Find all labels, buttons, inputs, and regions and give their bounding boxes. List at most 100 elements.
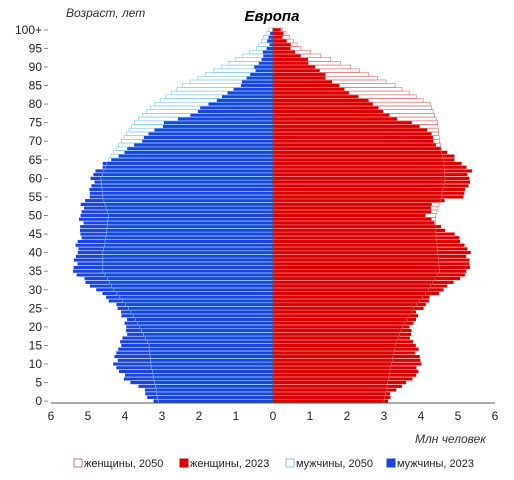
bar-male-2023-age-82 bbox=[221, 94, 274, 99]
bar-female-2023-age-28 bbox=[272, 295, 431, 300]
bar-female-2023-age-63 bbox=[272, 165, 468, 170]
bar-female-2023-age-75 bbox=[272, 120, 413, 125]
bar-female-2023-age-85 bbox=[272, 83, 340, 88]
bar-male-2023-age-19 bbox=[125, 328, 274, 333]
bar-female-2023-age-17 bbox=[272, 335, 411, 341]
bar-male-2023-age-28 bbox=[105, 295, 274, 300]
bar-male-2023-age-3 bbox=[144, 387, 274, 393]
bar-female-2023-age-54 bbox=[272, 198, 446, 203]
bar-female-2023-age-69 bbox=[272, 142, 437, 148]
bar-female-2023-age-78 bbox=[272, 109, 384, 114]
bar-male-2023-age-17 bbox=[121, 335, 274, 341]
age-tick-label-35: 35 bbox=[29, 264, 43, 278]
bar-male-2023-age-95 bbox=[266, 46, 274, 51]
bar-male-2023-age-25 bbox=[117, 306, 274, 311]
x-tick-labels: 6 5 4 3 2 1 0 1 2 3 4 5 6 bbox=[48, 409, 499, 423]
age-tick-label-30: 30 bbox=[29, 283, 43, 297]
legend-label-3: мужчины, 2023 bbox=[397, 458, 474, 470]
bar-male-2023-age-26 bbox=[115, 302, 274, 307]
bar-female-2023-age-50 bbox=[272, 213, 426, 218]
bar-male-2023-age-34 bbox=[76, 272, 274, 278]
bar-female-2023-age-79 bbox=[272, 105, 379, 110]
bar-female-2023-age-11 bbox=[272, 358, 421, 363]
bar-female-2023-age-0 bbox=[272, 399, 389, 404]
bar-male-2023-age-76 bbox=[177, 116, 274, 122]
bar-male-2023-age-5 bbox=[129, 380, 274, 385]
bar-female-2023-age-44 bbox=[272, 235, 460, 240]
age-tick-label-60: 60 bbox=[29, 171, 43, 185]
bar-female-2023-age-18 bbox=[272, 332, 412, 337]
bar-female-2023-age-76 bbox=[272, 116, 398, 122]
bar-female-2023-age-55 bbox=[272, 194, 464, 200]
bar-male-2023-age-56 bbox=[89, 191, 274, 196]
bar-female-2023-age-65 bbox=[272, 157, 455, 162]
age-tick-label-70: 70 bbox=[29, 134, 43, 148]
bar-male-2023-age-20 bbox=[125, 324, 274, 329]
bar-female-2023-age-29 bbox=[272, 291, 440, 296]
bar-female-2023-age-67 bbox=[272, 150, 448, 155]
bar-female-2023-age-3 bbox=[272, 387, 397, 393]
bar-male-2023-age-46 bbox=[79, 228, 274, 233]
bar-male-2023-age-58 bbox=[90, 183, 274, 188]
bar-female-2023-age-4 bbox=[272, 384, 403, 389]
bar-male-2023-age-45 bbox=[79, 231, 274, 237]
x-tick-label-0: 6 bbox=[48, 409, 55, 423]
age-tick-label-85: 85 bbox=[29, 79, 43, 93]
bar-male-2050-age-100 bbox=[268, 27, 274, 33]
legend-label-1: женщины, 2023 bbox=[190, 458, 269, 470]
chart-title: Европа bbox=[245, 8, 300, 25]
bar-female-2023-age-45 bbox=[272, 231, 456, 237]
bar-female-2023-age-20 bbox=[272, 324, 411, 329]
bar-male-2023-age-0 bbox=[153, 399, 274, 404]
bar-female-2023-age-89 bbox=[272, 68, 321, 73]
bar-male-2023-age-47 bbox=[79, 224, 274, 229]
bar-male-2023-age-36 bbox=[73, 265, 274, 270]
bar-male-2023-age-42 bbox=[75, 243, 274, 248]
bar-female-2023-age-8 bbox=[272, 369, 419, 374]
bar-male-2023-age-43 bbox=[77, 239, 274, 244]
bar-female-2023-age-19 bbox=[272, 328, 413, 333]
bar-male-2023-age-31 bbox=[89, 283, 274, 289]
bar-female-2023-age-26 bbox=[272, 302, 427, 307]
x-tick-label-4: 2 bbox=[196, 409, 203, 423]
bar-male-2023-age-11 bbox=[117, 358, 274, 363]
bar-male-2023-age-15 bbox=[120, 343, 274, 348]
bar-male-2023-age-97 bbox=[266, 38, 274, 44]
bar-male-2023-age-61 bbox=[92, 172, 274, 177]
bar-female-2023-age-5 bbox=[272, 380, 407, 385]
legend-swatch-3 bbox=[386, 458, 396, 468]
legend-item-0: женщины, 2050 bbox=[73, 458, 163, 470]
bar-female-2023-age-43 bbox=[272, 239, 461, 244]
bar-female-2023-age-36 bbox=[272, 265, 471, 270]
bar-male-2023-age-7 bbox=[124, 373, 274, 378]
age-tick-label-5: 5 bbox=[35, 376, 42, 390]
bar-female-2023-age-59 bbox=[272, 179, 471, 185]
bar-female-2023-age-15 bbox=[272, 343, 417, 348]
bar-female-2023-age-82 bbox=[272, 94, 360, 99]
bar-female-2023-age-10 bbox=[272, 361, 422, 367]
bar-female-2023-age-68 bbox=[272, 146, 442, 151]
bar-female-2023-age-39 bbox=[272, 254, 467, 259]
bar-male-2023-age-18 bbox=[126, 332, 274, 337]
bar-male-2023-age-78 bbox=[197, 109, 274, 114]
bar-female-2023-age-98 bbox=[272, 35, 284, 40]
x-tick-label-6: 0 bbox=[270, 409, 277, 423]
bar-female-2023-age-80 bbox=[272, 102, 374, 107]
bar-male-2023-age-85 bbox=[240, 83, 274, 88]
bar-female-2023-age-53 bbox=[272, 202, 433, 207]
bar-male-2023-age-30 bbox=[95, 287, 274, 292]
bar-female-2023-age-37 bbox=[272, 261, 470, 266]
bar-female-2023-age-51 bbox=[272, 209, 432, 214]
age-tick-label-45: 45 bbox=[29, 227, 43, 241]
bar-female-2023-age-49 bbox=[272, 217, 433, 222]
bar-female-2023-age-83 bbox=[272, 90, 350, 96]
bar-female-2023-age-72 bbox=[272, 131, 433, 136]
x-tick-label-2: 4 bbox=[122, 409, 129, 423]
age-tick-label-40: 40 bbox=[29, 246, 43, 260]
bar-male-2023-age-91 bbox=[258, 61, 274, 66]
bar-female-2023-age-23 bbox=[272, 313, 419, 318]
bar-female-2023-age-13 bbox=[272, 350, 416, 355]
bar-female-2023-age-61 bbox=[272, 172, 468, 177]
bar-female-2023-age-48 bbox=[272, 220, 436, 226]
bar-male-2023-age-77 bbox=[189, 113, 274, 118]
